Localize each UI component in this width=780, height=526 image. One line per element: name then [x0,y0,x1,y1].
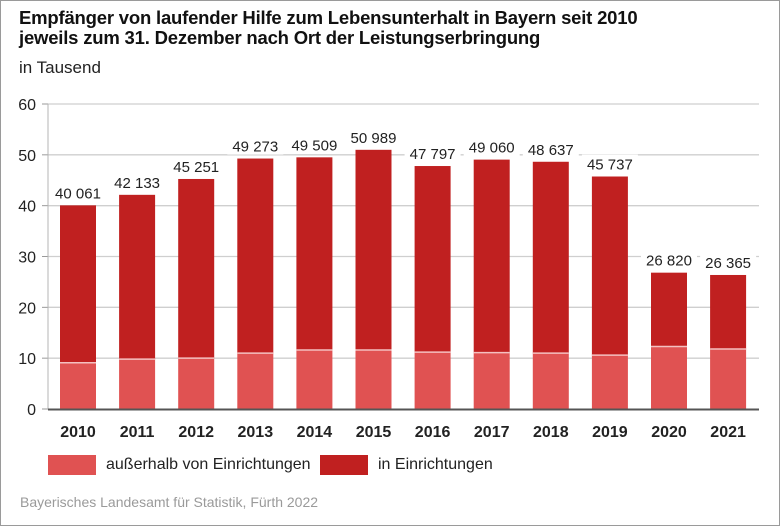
data-label-bg [227,136,284,155]
x-tick-label: 2012 [178,424,214,441]
data-label-total: 26 820 [646,253,692,270]
x-tick-label: 2014 [297,424,333,441]
bar-segment-in-einrichtungen [414,166,451,353]
x-tick-label: 2021 [710,424,746,441]
y-tick-label: 40 [18,199,36,216]
y-tick-label: 60 [18,97,36,114]
y-tick-label: 0 [27,402,36,419]
chart-title-line-1: Empfänger von laufender Hilfe zum Lebens… [19,7,638,28]
x-tick-label: 2013 [238,424,274,441]
bar-segment-ausserhalb [178,358,215,409]
x-tick-label: 2011 [120,424,155,441]
x-tick-label: 2016 [415,424,451,441]
legend-swatch-ausserhalb [48,455,96,475]
legend-label-in-einrichtungen: in Einrichtungen [378,456,493,473]
y-tick-label: 30 [18,250,36,267]
data-label-bg [286,135,343,154]
legend-swatch-in-einrichtungen [320,455,368,475]
bar-segment-ausserhalb [710,349,747,409]
data-label-total: 45 737 [587,157,633,174]
data-label-total: 40 061 [55,185,101,202]
x-tick-label: 2010 [60,424,96,441]
data-label-total: 49 060 [469,140,515,157]
data-label-bg [109,172,166,191]
x-tick-label: 2018 [533,424,569,441]
data-label-total: 49 273 [232,139,278,156]
bar-segment-ausserhalb [532,353,569,409]
data-label-bg [168,156,225,175]
bar-segment-in-einrichtungen [651,272,687,347]
bar-segment-in-einrichtungen [591,176,628,356]
data-label-bg [404,144,461,163]
data-label-total: 45 251 [173,159,219,176]
bar-segment-ausserhalb [473,352,510,409]
y-tick-label: 20 [18,300,36,317]
data-label-total: 50 989 [351,130,397,147]
x-tick-label: 2017 [474,424,510,441]
data-label-total: 48 637 [528,142,574,159]
data-label-bg [50,183,106,202]
bar-segment-ausserhalb [355,350,392,409]
x-tick-label: 2019 [592,424,628,441]
source-note: Bayerisches Landesamt für Statistik, Für… [20,494,319,510]
data-label-total: 42 133 [114,175,160,192]
bar-segment-in-einrichtungen [532,161,569,354]
bar-segment-in-einrichtungen [473,159,510,353]
chart-title-line-2: jeweils zum 31. Dezember nach Ort der Le… [19,27,541,48]
chart-title: Empfänger von laufender Hilfe zum Lebens… [19,7,638,48]
bar-segment-in-einrichtungen [60,205,96,363]
data-label-bg [522,139,579,158]
bar-segment-in-einrichtungen [355,149,392,351]
bar-segment-ausserhalb [119,359,156,409]
x-tick-label: 2020 [651,424,687,441]
data-label-total: 47 797 [410,146,456,163]
bar-segment-ausserhalb [651,346,687,409]
legend-item-ausserhalb: außerhalb von Einrichtungen [48,455,311,475]
y-tick-label: 50 [18,148,36,165]
bar-segment-in-einrichtungen [296,157,333,351]
data-label-total: 26 365 [705,255,751,272]
data-label-bg [463,137,520,156]
x-tick-label: 2015 [356,424,392,441]
y-tick-label: 10 [18,351,36,368]
bar-segment-in-einrichtungen [237,158,274,354]
bar-segment-in-einrichtungen [178,178,215,359]
chart-subtitle: in Tausend [19,58,101,77]
data-label-bg [345,127,402,146]
legend-label-ausserhalb: außerhalb von Einrichtungen [106,456,311,473]
bar-segment-in-einrichtungen [710,274,747,350]
bar-segment-ausserhalb [237,353,274,409]
bar-segment-ausserhalb [414,352,451,409]
data-label-bg [641,250,697,269]
data-label-bg [581,154,638,173]
data-label-total: 49 509 [291,137,337,154]
bar-segment-ausserhalb [591,355,628,409]
bar-segment-ausserhalb [296,350,333,409]
legend-item-in-einrichtungen: in Einrichtungen [320,455,493,475]
bar-segment-in-einrichtungen [119,194,156,360]
bar-segment-ausserhalb [60,362,96,409]
data-label-bg [700,252,757,271]
